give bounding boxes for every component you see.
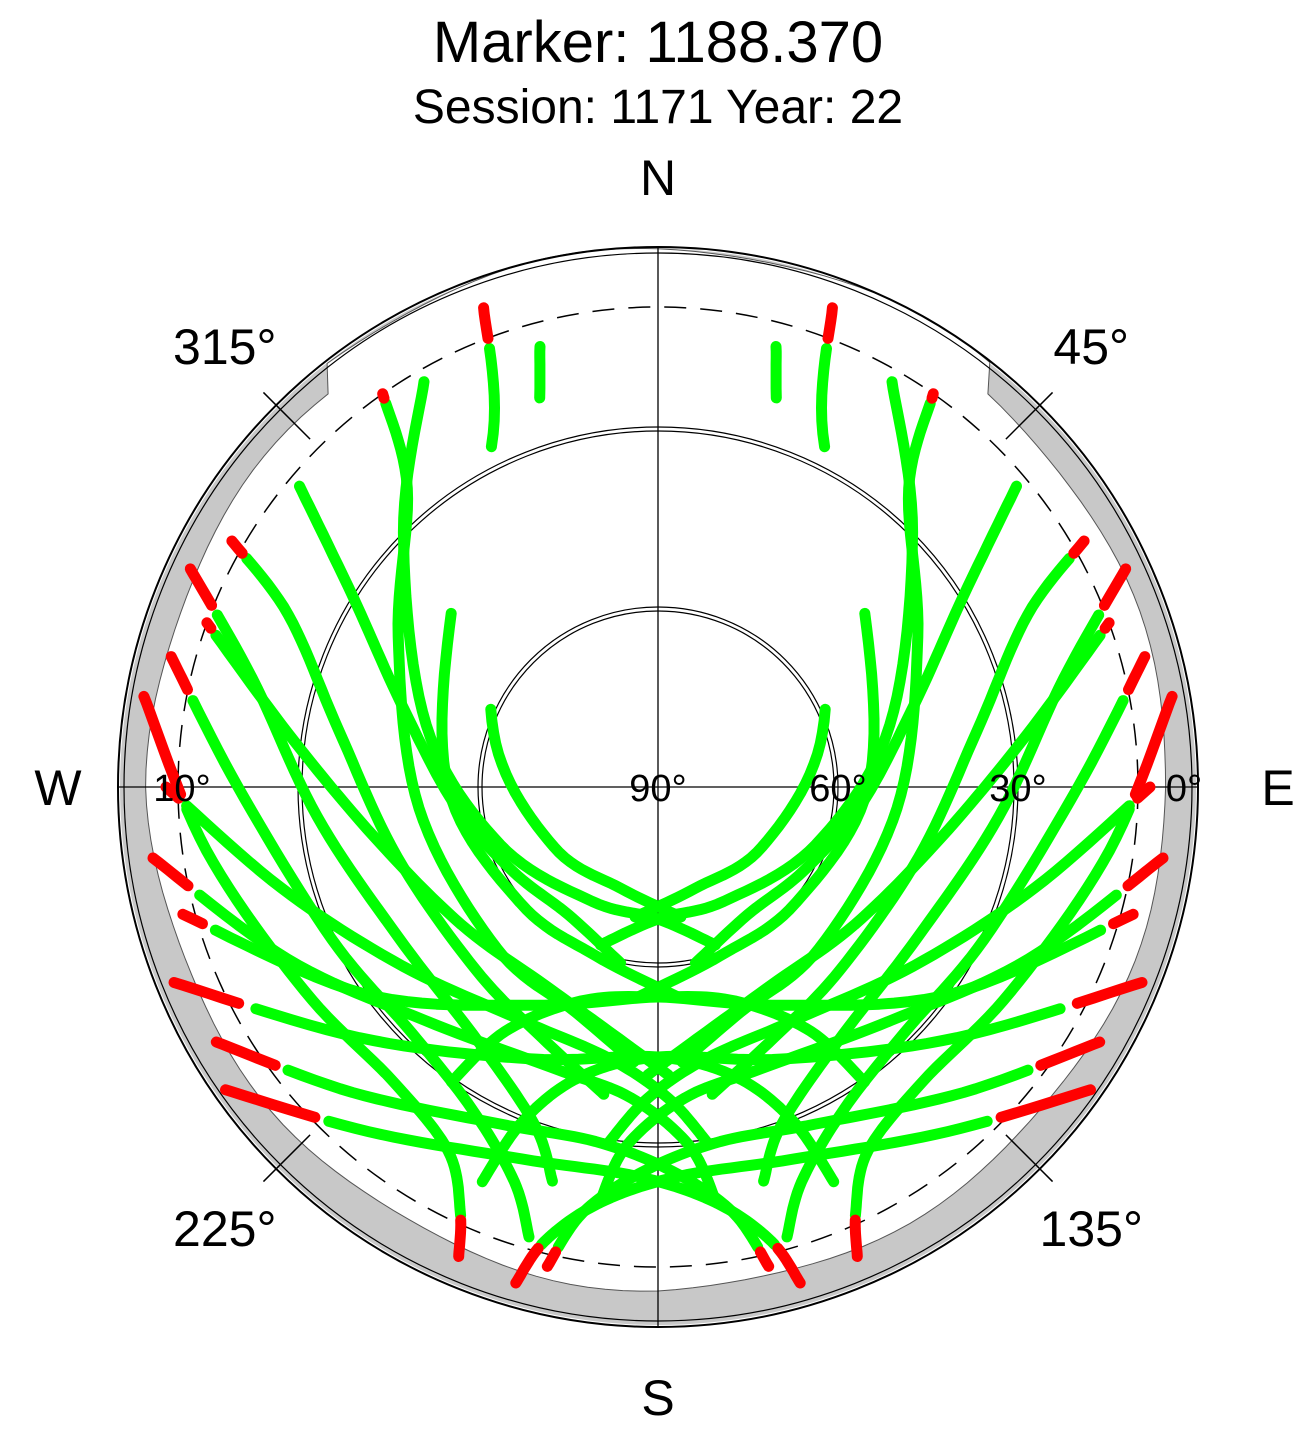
satellite-track-19: [849, 803, 1135, 1222]
satellite-track-low-18: [1123, 651, 1151, 696]
elevation-label-0: 0°: [1166, 768, 1202, 810]
satellite-track-low-5: [138, 690, 467, 1262]
satellite-track-low-15: [926, 388, 939, 404]
satellite-track-25: [535, 1115, 993, 1251]
satellite-tracks: [138, 302, 1178, 1289]
satellite-track-low-19: [849, 690, 1178, 1262]
satellite-track-low-4: [165, 651, 193, 696]
satellite-track-20: [602, 800, 1135, 1149]
satellite-track-low-22: [1108, 908, 1139, 930]
satellite-track-31: [210, 629, 674, 1081]
satellite-track-low-14: [822, 302, 838, 344]
satellite-track-30: [294, 480, 627, 969]
satellite-track-low-21: [1122, 852, 1169, 892]
satellite-track-14: [634, 343, 880, 1002]
satellite-track-28: [689, 480, 1022, 969]
satellite-track-low-24: [541, 1036, 1106, 1272]
elevation-label-90: 90°: [629, 768, 686, 810]
satellite-track-low-10: [210, 1036, 775, 1272]
elevation-label-60: 60°: [809, 768, 866, 810]
satellite-track-23: [476, 1003, 1066, 1188]
satellite-track-low-6: [160, 781, 184, 804]
satellite-track-low-7: [147, 852, 194, 892]
satellite-track-low-11: [220, 1084, 806, 1289]
satellite-track-low-9: [168, 977, 245, 1009]
satellite-track-low-25: [510, 1084, 1096, 1289]
axis-labels: N S E W 315° 45° 225° 135° 10° 90° 60° 3…: [34, 150, 1294, 1426]
compass-label-west: W: [34, 760, 82, 816]
satellite-track-low-3: [184, 563, 218, 611]
satellite-track-low-31: [201, 617, 217, 634]
satellite-track-low-16: [1068, 535, 1090, 559]
elevation-label-10: 10°: [153, 768, 210, 810]
azimuth-tick-45: [1005, 391, 1054, 440]
satellite-track-low-8: [177, 908, 208, 930]
satellite-track-5: [181, 803, 467, 1222]
satellite-track-26: [595, 376, 919, 951]
chart-title: Marker: 1188.370: [433, 10, 883, 75]
compass-label-south: S: [641, 1370, 674, 1426]
satellite-track-low-23: [1071, 977, 1148, 1009]
satellite-track-low-2: [226, 535, 248, 559]
azimuth-label-315: 315°: [173, 319, 276, 375]
satellite-track-low-1: [377, 388, 390, 404]
satellite-track-low-0: [478, 302, 494, 344]
satellite-track-low-20: [1132, 781, 1156, 804]
satellite-track-22: [446, 924, 1107, 1088]
azimuth-label-45: 45°: [1053, 319, 1129, 375]
azimuth-label-135: 135°: [1040, 1201, 1143, 1257]
satellite-track-27: [629, 341, 831, 923]
compass-label-east: E: [1261, 760, 1294, 816]
satellite-track-low-17: [1098, 563, 1132, 611]
azimuth-tick-225: [262, 1134, 311, 1183]
satellite-track-low-29: [1099, 617, 1115, 634]
azimuth-tick-315: [262, 391, 311, 440]
azimuth-label-225: 225°: [173, 1201, 276, 1257]
satellite-track-29: [642, 629, 1106, 1081]
compass-label-north: N: [640, 150, 676, 206]
chart-subtitle: Session: 1171 Year: 22: [413, 81, 903, 134]
satellite-track-0: [436, 343, 682, 1002]
azimuth-tick-135: [1005, 1134, 1054, 1183]
elevation-label-30: 30°: [989, 768, 1046, 810]
